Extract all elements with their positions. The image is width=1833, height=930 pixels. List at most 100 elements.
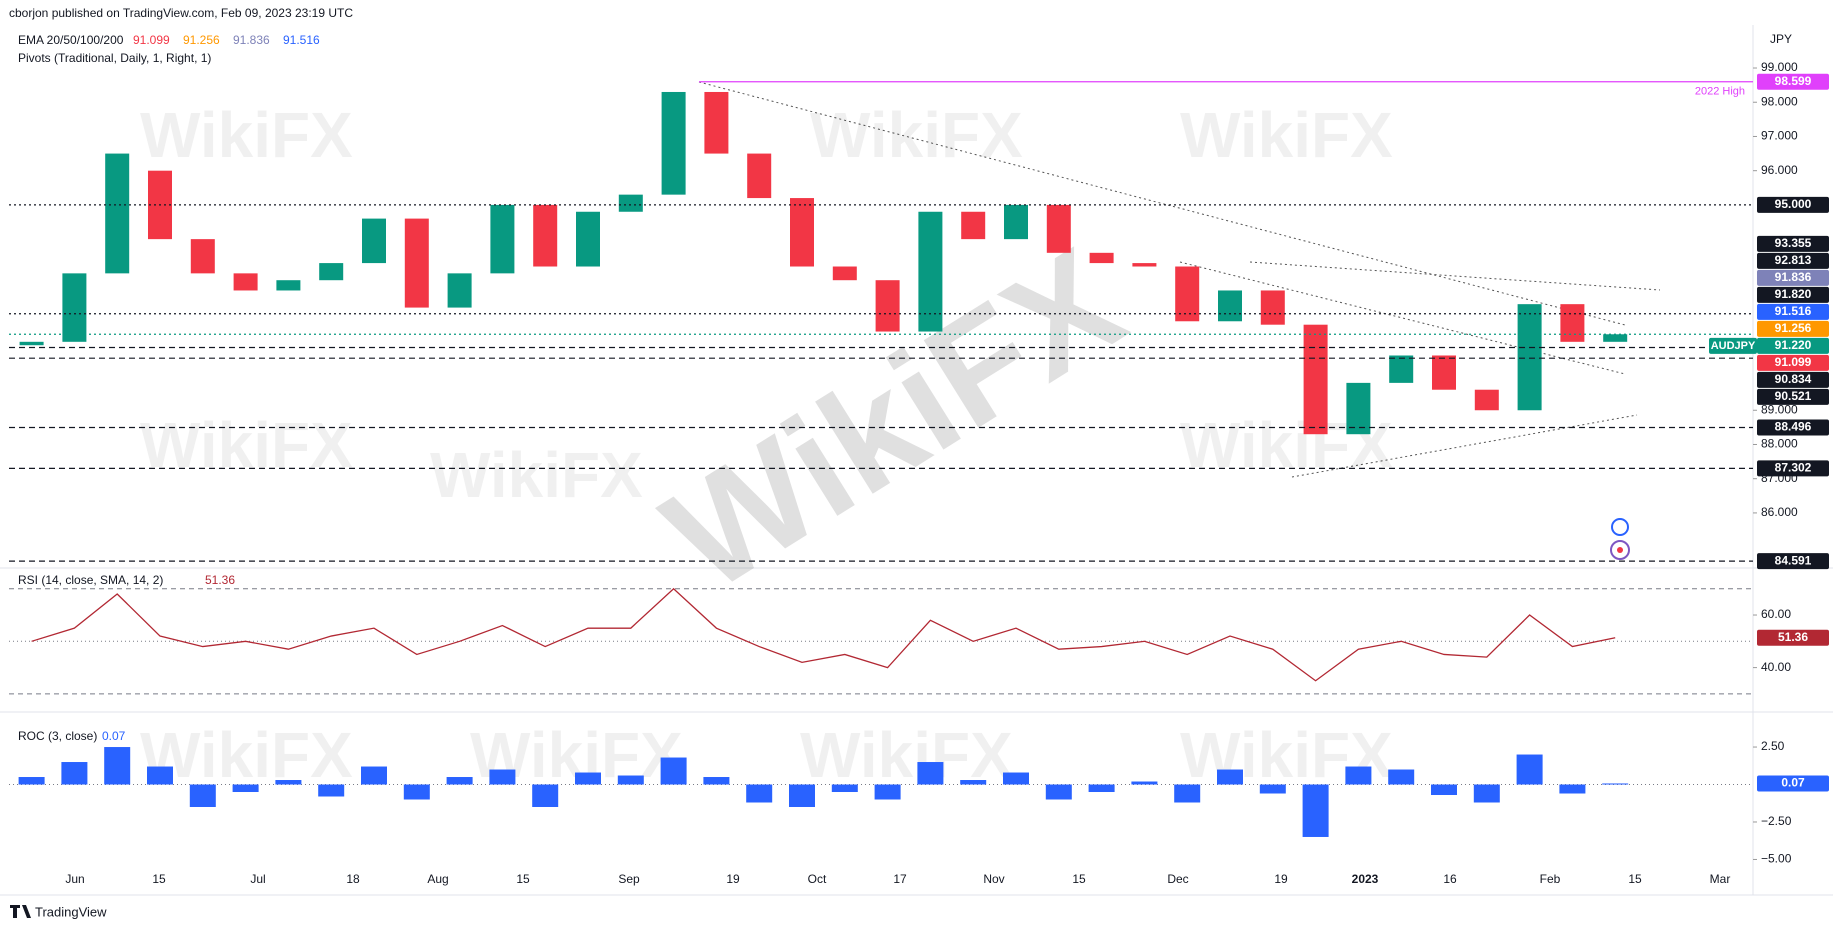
watermark: WikiFX xyxy=(810,99,1023,171)
y-tick-label: 60.00 xyxy=(1761,607,1791,621)
price-box-label: 87.302 xyxy=(1775,461,1812,475)
price-box xyxy=(1757,371,1829,388)
annotation: 2022 High xyxy=(1695,86,1745,98)
candle-body xyxy=(1089,252,1114,264)
price-box xyxy=(1757,419,1829,436)
candle-body xyxy=(918,211,943,332)
y-tick-label: 86.000 xyxy=(1761,505,1798,519)
price-box-label: 95.000 xyxy=(1775,197,1812,211)
x-tick-label: 15 xyxy=(516,872,530,886)
candle-body xyxy=(1303,324,1328,435)
pivots-label: Pivots (Traditional, Daily, 1, Right, 1) xyxy=(18,51,211,65)
roc-bar xyxy=(1302,784,1329,837)
x-tick-label: Nov xyxy=(983,872,1004,886)
x-tick-label: Aug xyxy=(427,872,448,886)
value-box xyxy=(1757,629,1829,646)
price-box-label: 92.813 xyxy=(1775,253,1812,267)
x-tick-label: 18 xyxy=(346,872,360,886)
x-tick-label: Oct xyxy=(808,872,827,886)
y-tick-label: −5.00 xyxy=(1761,852,1792,866)
candle-body xyxy=(961,211,986,240)
x-tick-label: Feb xyxy=(1540,872,1561,886)
x-tick-label: Sep xyxy=(618,872,640,886)
ema-value: 91.099 xyxy=(133,33,170,47)
watermark: WikiFX xyxy=(430,439,643,511)
y-tick-label: −2.50 xyxy=(1761,814,1792,828)
x-tick-label: 15 xyxy=(1072,872,1086,886)
symbol-label: AUDJPY xyxy=(1711,340,1756,352)
watermark: WikiFX xyxy=(140,409,353,481)
price-box xyxy=(1757,303,1829,320)
ema-value: 91.516 xyxy=(283,33,320,47)
symbol-box xyxy=(1709,337,1757,354)
price-box-label: 91.820 xyxy=(1775,287,1812,301)
candle-body xyxy=(1517,304,1542,411)
candle-body xyxy=(533,204,558,267)
candle-body xyxy=(1218,290,1242,322)
candle-body xyxy=(661,91,686,195)
roc-bar xyxy=(1131,781,1158,785)
roc-bar xyxy=(831,784,858,793)
roc-bar xyxy=(318,784,345,797)
event-icon-dot xyxy=(1617,547,1623,553)
price-box xyxy=(1757,388,1829,405)
ema-label: EMA 20/50/100/200 xyxy=(18,33,124,47)
roc-bar xyxy=(1045,784,1072,800)
candle-body xyxy=(490,204,515,274)
price-box xyxy=(1757,337,1829,354)
y-tick-label: 2.50 xyxy=(1761,739,1785,753)
footer-brand: TradingView xyxy=(35,904,107,919)
roc-bar xyxy=(917,762,944,785)
roc-bar xyxy=(1003,772,1029,785)
author-line: cborjon published on TradingView.com, Fe… xyxy=(9,6,353,20)
price-box xyxy=(1757,196,1829,213)
roc-bar xyxy=(18,777,45,785)
y-tick-label: 96.000 xyxy=(1761,163,1798,177)
price-box-label: 88.496 xyxy=(1775,420,1812,434)
y-tick-label: 89.000 xyxy=(1761,402,1798,416)
candle-body xyxy=(1560,304,1585,342)
price-box-label: 93.355 xyxy=(1775,236,1812,250)
candle-body xyxy=(704,91,729,154)
trend-line xyxy=(1291,414,1638,478)
roc-bar xyxy=(232,784,259,793)
roc-bar xyxy=(189,784,216,807)
x-tick-label: 19 xyxy=(1274,872,1288,886)
candle-body xyxy=(1432,355,1456,390)
rsi-line xyxy=(31,587,1616,682)
roc-bar xyxy=(147,766,173,785)
roc-bar xyxy=(61,762,88,785)
price-box-label: 91.256 xyxy=(1775,321,1812,335)
x-tick-label: 15 xyxy=(152,872,166,886)
indicator-value: 0.07 xyxy=(102,729,126,743)
price-box-label: 90.834 xyxy=(1775,372,1812,386)
candle-body xyxy=(1260,290,1285,325)
roc-bar xyxy=(1431,784,1457,796)
y-tick-label: 99.000 xyxy=(1761,60,1798,74)
roc-bar xyxy=(275,780,302,785)
price-box xyxy=(1757,235,1829,252)
roc-bar xyxy=(660,757,687,785)
x-tick-label: 2023 xyxy=(1352,872,1379,886)
roc-bar xyxy=(960,780,987,785)
roc-bar xyxy=(1602,783,1629,785)
indicator-title: ROC (3, close) xyxy=(18,729,97,743)
candle-body xyxy=(618,194,643,212)
candle-body xyxy=(1175,266,1200,322)
roc-bar xyxy=(1217,769,1243,785)
value-box-label: 0.07 xyxy=(1781,776,1805,790)
roc-bar xyxy=(1473,784,1500,803)
x-tick-label: Jun xyxy=(65,872,84,886)
candle-body xyxy=(1603,334,1628,342)
candle-body xyxy=(404,218,429,308)
candle-body xyxy=(19,341,44,346)
roc-bar xyxy=(1345,766,1372,785)
candle-body xyxy=(447,273,472,308)
trend-line xyxy=(1249,261,1661,291)
candle-body xyxy=(1046,204,1071,253)
candle-body xyxy=(1346,382,1371,435)
price-box xyxy=(1757,553,1829,570)
price-box-label: 91.516 xyxy=(1775,304,1812,318)
x-tick-label: Dec xyxy=(1167,872,1188,886)
